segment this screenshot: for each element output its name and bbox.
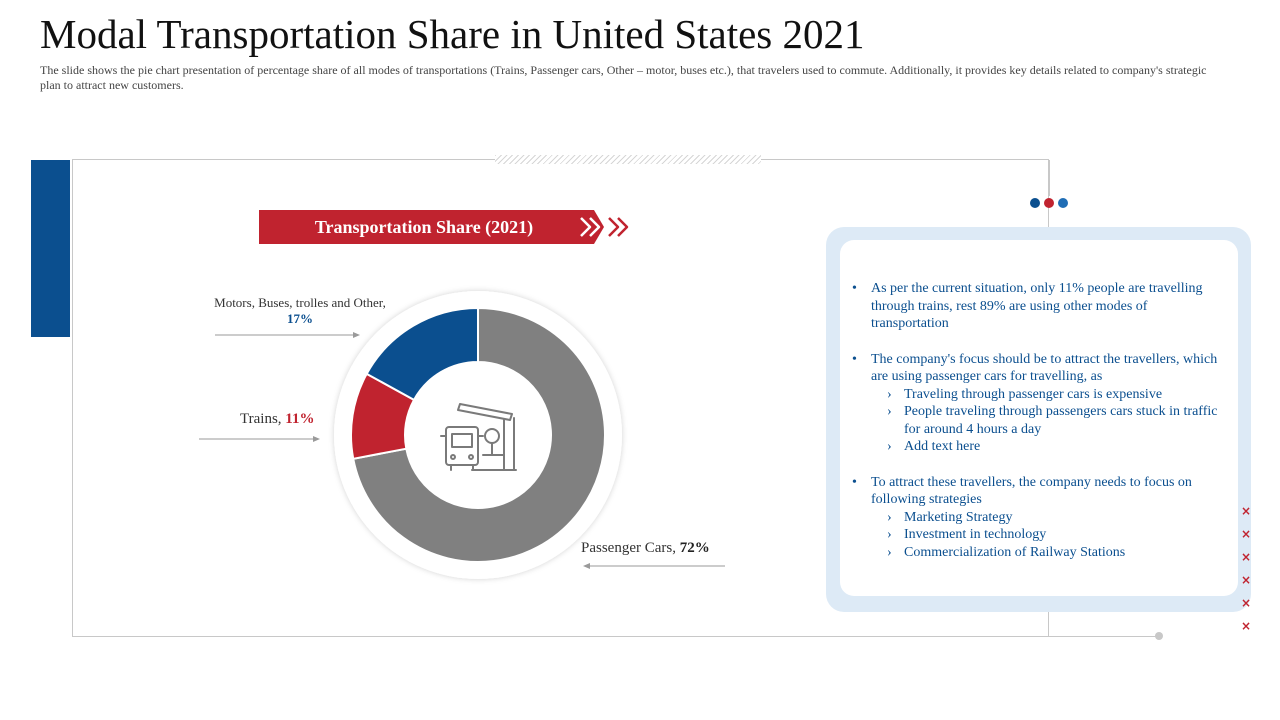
bullet-2-text: The company's focus should be to attract… bbox=[871, 351, 1218, 385]
sub-mark: › bbox=[887, 544, 892, 560]
donut-slices bbox=[350, 306, 606, 563]
sub-mark: › bbox=[887, 386, 892, 402]
sub-mark: › bbox=[887, 527, 892, 542]
arrow-cars-icon bbox=[583, 563, 725, 569]
sub-item-text: People traveling through passengers cars… bbox=[904, 404, 1218, 437]
label-trains: Trains, 11% bbox=[240, 411, 314, 428]
label-trains-value: 11% bbox=[285, 411, 315, 427]
sub-item: › Add text here bbox=[871, 438, 1224, 456]
x-mark-icon: × bbox=[1240, 573, 1252, 587]
sub-mark: › bbox=[887, 404, 892, 419]
sub-item: › Commercialization of Railway Stations bbox=[871, 544, 1224, 562]
dot-group bbox=[1030, 198, 1068, 208]
sub-item: › Investment in technology bbox=[871, 526, 1224, 544]
label-other: Motors, Buses, trolles and Other, 17% bbox=[200, 295, 400, 327]
label-passenger-cars: Passenger Cars, 72% bbox=[581, 540, 710, 557]
sub-item: › Traveling through passenger cars is exp… bbox=[871, 386, 1224, 404]
bullet-mark: • bbox=[852, 351, 857, 367]
x-mark-icon: × bbox=[1240, 619, 1252, 633]
callout-arrows bbox=[199, 332, 725, 569]
x-mark-icon: × bbox=[1240, 596, 1252, 610]
hatch-decoration bbox=[495, 155, 761, 164]
label-cars-value: 72% bbox=[679, 540, 710, 556]
chevron-2 bbox=[589, 217, 601, 237]
banner-body bbox=[259, 210, 604, 244]
sub-item: › Marketing Strategy bbox=[871, 509, 1224, 527]
page-subtitle: The slide shows the pie chart presentati… bbox=[40, 63, 1207, 92]
frame-end-dot bbox=[1155, 632, 1163, 640]
bullet-3: • To attract these travellers, the compa… bbox=[852, 474, 1224, 562]
x-mark-icon: × bbox=[1240, 504, 1252, 518]
label-other-value: 17% bbox=[287, 311, 313, 326]
frame-bottom-line bbox=[72, 636, 1159, 637]
bullet-mark: • bbox=[852, 474, 857, 490]
sub-item: › People traveling through passengers car… bbox=[871, 403, 1224, 438]
label-trains-name: Trains, bbox=[240, 411, 282, 427]
bullet-3-text: To attract these travellers, the company… bbox=[871, 474, 1192, 508]
x-mark-icon: × bbox=[1240, 527, 1252, 541]
label-cars-name: Passenger Cars, bbox=[581, 540, 676, 556]
banner-shape bbox=[259, 210, 629, 244]
chevron-3 bbox=[608, 217, 620, 237]
chevron-4 bbox=[617, 217, 629, 237]
page-title: Modal Transportation Share in United Sta… bbox=[40, 11, 865, 57]
sub-item-text: Commercialization of Railway Stations bbox=[904, 544, 1126, 560]
info-panel-content: • As per the current situation, only 11%… bbox=[852, 280, 1224, 579]
dot-blue bbox=[1030, 198, 1040, 208]
bus-stop-icon bbox=[440, 403, 517, 471]
sub-item-text: Traveling through passenger cars is expe… bbox=[904, 386, 1163, 402]
bullet-1-text: As per the current situation, only 11% p… bbox=[871, 281, 1203, 331]
bullet-2: • The company's focus should be to attra… bbox=[852, 351, 1224, 456]
arrow-trains-icon bbox=[199, 436, 320, 442]
dot-red bbox=[1044, 198, 1054, 208]
dot-light-blue bbox=[1058, 198, 1068, 208]
sub-item-text: Marketing Strategy bbox=[904, 509, 1013, 525]
double-chevron-right-icon bbox=[580, 217, 629, 237]
info-panel bbox=[840, 240, 1238, 596]
chevron-1 bbox=[580, 217, 592, 237]
arrow-other-icon bbox=[215, 332, 360, 338]
banner-title: Transportation Share (2021) bbox=[314, 217, 534, 237]
x-mark-column: × × × × × × bbox=[1239, 500, 1253, 638]
label-other-name: Motors, Buses, trolles and Other, bbox=[214, 295, 386, 310]
sub-item-text: Add text here bbox=[904, 439, 981, 454]
sub-mark: › bbox=[887, 509, 892, 525]
left-accent-bar bbox=[31, 160, 70, 337]
x-mark-icon: × bbox=[1240, 550, 1252, 564]
bullet-1: • As per the current situation, only 11%… bbox=[852, 280, 1224, 333]
connector-line bbox=[1049, 160, 1050, 196]
sub-mark: › bbox=[887, 439, 892, 454]
sub-item-text: Investment in technology bbox=[904, 527, 1047, 542]
bullet-mark: • bbox=[852, 281, 857, 296]
